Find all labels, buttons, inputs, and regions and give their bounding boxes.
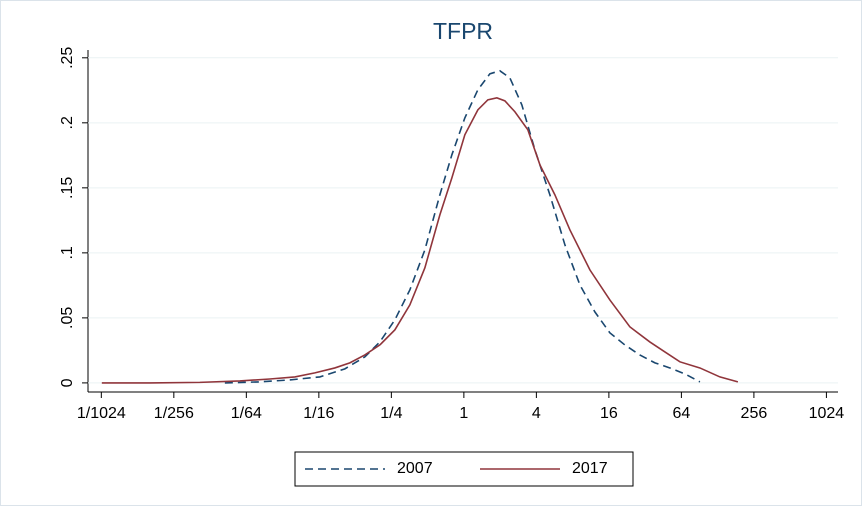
y-tick-label: .15	[59, 177, 76, 199]
x-tick-label: 1/1024	[77, 405, 126, 422]
y-tick-label: .05	[59, 307, 76, 329]
x-tick-label: 1/64	[231, 405, 262, 422]
x-tick-label: 4	[532, 405, 541, 422]
legend-label: 2007	[397, 460, 433, 477]
y-tick-label: .25	[59, 47, 76, 69]
y-tick-label: 0	[59, 378, 76, 387]
x-tick-label: 1/256	[154, 405, 194, 422]
line-series	[101, 97, 739, 384]
x-tick-label: 1/4	[380, 405, 402, 422]
x-tick-label: 1/16	[303, 405, 334, 422]
y-tick-label: .1	[59, 246, 76, 259]
x-tick-label: 64	[672, 405, 690, 422]
legend-label: 2017	[572, 460, 608, 477]
x-tick-label: 1024	[809, 405, 845, 422]
chart-title: TFPR	[433, 18, 493, 44]
x-tick-label: 16	[600, 405, 618, 422]
y-tick-label: .2	[59, 116, 76, 129]
x-tick-label: 1	[459, 405, 468, 422]
x-tick-label: 256	[741, 405, 768, 422]
